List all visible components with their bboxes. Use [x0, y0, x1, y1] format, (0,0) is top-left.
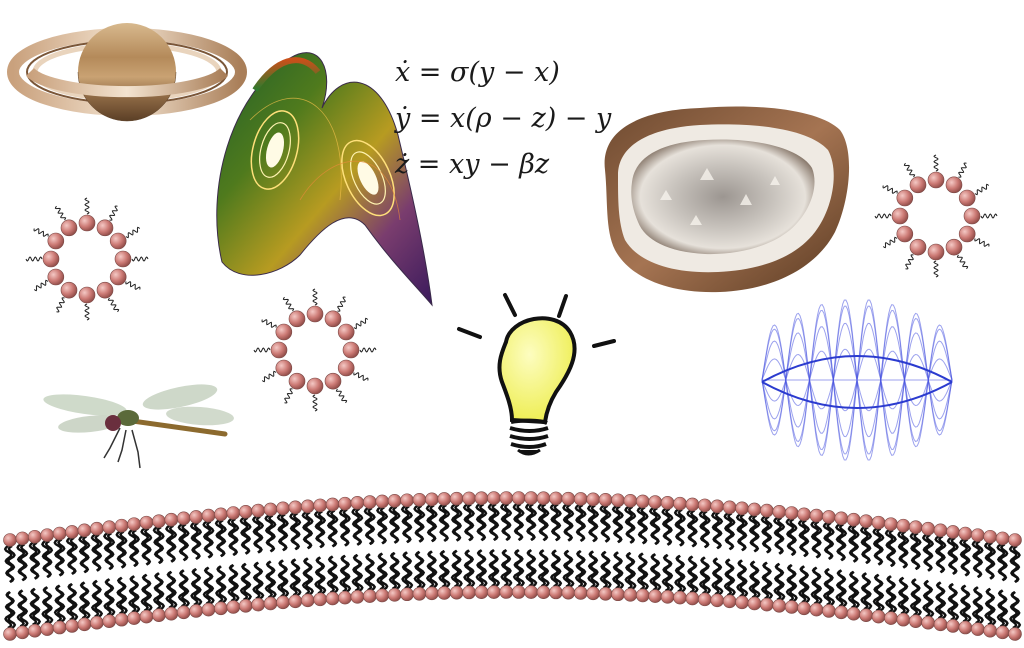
standing-wave-icon: [761, 299, 953, 461]
geode-icon: [604, 106, 850, 293]
equation-y: ẏ = x(ρ − z) − y: [395, 103, 612, 134]
equation-x: ẋ = σ(y − x): [395, 57, 560, 88]
lorenz-equations: ẋ = σ(y − x) ẏ = x(ρ − z) − y ż = xy − β…: [395, 50, 611, 188]
strange-attractor-icon: [216, 52, 433, 307]
micelle-icon: [253, 288, 377, 412]
light-bulb-icon: [457, 293, 616, 456]
equation-z: ż = xy − βz: [395, 149, 550, 180]
saturn-icon: [7, 23, 247, 122]
lipid-bilayer-icon: [3, 491, 1022, 641]
dragonfly-icon: [43, 384, 234, 469]
micelle-icon: [25, 197, 149, 321]
micelle-icon: [874, 154, 998, 278]
